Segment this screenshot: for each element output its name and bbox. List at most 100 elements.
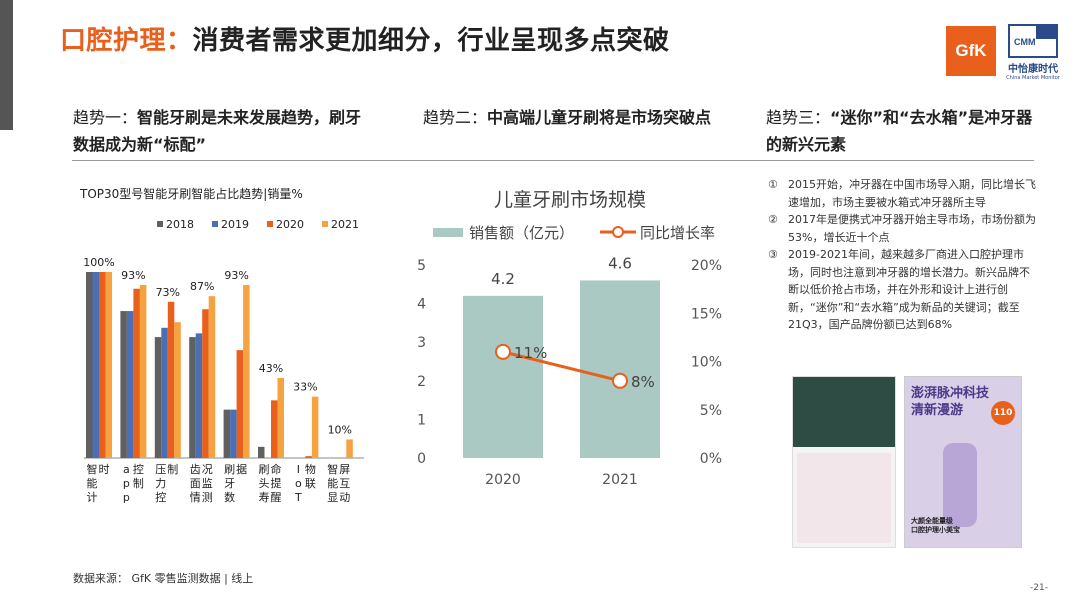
page-title-highlight: 口腔护理： bbox=[60, 26, 193, 56]
chart1-bar bbox=[230, 409, 237, 458]
chart1-category-label: 智能计时 bbox=[87, 462, 110, 504]
chart1-bar bbox=[277, 378, 284, 458]
trend-three: 趋势三：“迷你”和“去水箱”是冲牙器的新兴元素 bbox=[766, 104, 1046, 158]
ad-badge: 110 bbox=[991, 401, 1015, 425]
product-images: 澎湃脉冲科技 清新漫游 110 大颜全能量级 口腔护理小美宝 bbox=[792, 376, 1022, 548]
chart1-bar bbox=[243, 285, 250, 458]
chart1-bar bbox=[92, 272, 99, 458]
cmm-logo-cn: 中怡康时代 bbox=[1008, 64, 1058, 75]
chart1-bar bbox=[120, 311, 127, 458]
chart1-data-label: 93% bbox=[121, 269, 145, 282]
note-number: ③ bbox=[768, 248, 778, 261]
chart2-title: 儿童牙刷市场规模 bbox=[493, 189, 646, 211]
left-accent-bar bbox=[0, 0, 13, 130]
ad-headline-line1: 澎湃脉冲科技 bbox=[911, 386, 990, 401]
chart2-right-tick: 10% bbox=[691, 355, 722, 371]
chart1-bar bbox=[305, 456, 312, 458]
chart2-growth-line bbox=[502, 350, 621, 383]
legend-label: 2021 bbox=[331, 218, 359, 231]
chart2-category-label: 2021 bbox=[602, 472, 638, 488]
chart1-data-label: 43% bbox=[259, 362, 283, 375]
ad-footer-line1: 大颜全能量级 bbox=[911, 517, 953, 525]
note-item: ② 2017年是便携式冲牙器开始主导市场，市场份额为53%，增长近十个点 bbox=[768, 211, 1038, 246]
chart1-bar bbox=[195, 333, 203, 458]
data-source: 数据来源： GfK 零售监测数据 | 线上 bbox=[73, 572, 254, 585]
note-number: ① bbox=[768, 178, 778, 191]
ad-footer: 大颜全能量级 口腔护理小美宝 bbox=[911, 517, 960, 535]
chart2-left-tick: 5 bbox=[417, 258, 426, 274]
chart1-bar bbox=[189, 337, 196, 458]
chart2-line-point bbox=[612, 372, 628, 389]
legend-swatch bbox=[267, 221, 273, 227]
page-title: 口腔护理：消费者需求更加细分，行业呈现多点突破 bbox=[60, 20, 670, 57]
ad-headline-line2: 清新漫游 bbox=[911, 403, 964, 418]
chart1-category-label: 智能显屏互动 bbox=[327, 462, 350, 504]
ad-device bbox=[943, 443, 977, 527]
chart1-data-label: 10% bbox=[328, 423, 352, 436]
chart1-category-label: 刷头寿命提醒 bbox=[259, 462, 282, 504]
trend-two-text: 中高端儿童牙刷将是市场突破点 bbox=[487, 108, 712, 127]
chart2-right-tick: 20% bbox=[691, 258, 722, 274]
chart1-bar bbox=[161, 327, 168, 458]
chart2-line-point bbox=[495, 343, 511, 360]
note-item: ③ 2019-2021年间，越来越多厂商进入口腔护理市场，同时也注意到冲牙器的增长… bbox=[768, 246, 1038, 334]
chart2-left-tick: 3 bbox=[417, 335, 426, 351]
chart1-bar bbox=[202, 309, 209, 458]
chart1-bar bbox=[271, 400, 278, 458]
chart2-bar bbox=[463, 295, 543, 458]
legend-label: 同比增长率 bbox=[640, 224, 715, 242]
chart2-right-tick: 5% bbox=[700, 403, 722, 419]
trend-three-prefix: 趋势三： bbox=[766, 108, 831, 127]
legend-swatch bbox=[322, 221, 328, 227]
chart1-data-label: 93% bbox=[224, 269, 248, 282]
chart1-bar bbox=[208, 296, 216, 458]
chart1-bar bbox=[236, 350, 244, 458]
note-number: ② bbox=[768, 213, 778, 226]
legend-swatch bbox=[212, 221, 218, 227]
chart1-bar bbox=[154, 337, 162, 458]
legend-label: 销售额（亿元） bbox=[469, 224, 574, 242]
trend-two-prefix: 趋势二： bbox=[423, 108, 488, 127]
chart2-bar-label: 4.6 bbox=[608, 254, 632, 272]
chart1-bar bbox=[133, 288, 140, 458]
cmm-logo-text: CMM bbox=[1014, 37, 1036, 47]
chart2-left-tick: 0 bbox=[417, 451, 426, 467]
trend-one-prefix: 趋势一： bbox=[73, 108, 138, 127]
note-text: 2015开始，冲牙器在中国市场导入期，同比增长飞速增加，市场主要被水箱式冲牙器所… bbox=[788, 178, 1036, 209]
irrigator-notes: ① 2015开始，冲牙器在中国市场导入期，同比增长飞速增加，市场主要被水箱式冲牙器… bbox=[768, 176, 1038, 334]
gfk-logo: GfK bbox=[946, 26, 996, 76]
legend-label: 2020 bbox=[276, 218, 304, 231]
legend-marker bbox=[612, 226, 624, 238]
photo-hand-device bbox=[793, 377, 895, 447]
chart1-bar bbox=[167, 301, 175, 458]
note-text: 2019-2021年间，越来越多厂商进入口腔护理市场，同时也注意到冲牙器的增长潜… bbox=[788, 248, 1030, 331]
chart1-bar bbox=[174, 322, 181, 458]
chart1-data-label: 33% bbox=[293, 381, 317, 394]
trend-one: 趋势一：智能牙刷是未来发展趋势，刷牙数据成为新“标配” bbox=[73, 104, 373, 158]
chart1-data-label: 73% bbox=[156, 286, 180, 299]
chart2-category-label: 2020 bbox=[485, 472, 521, 488]
photo-pink-device bbox=[797, 453, 891, 543]
chart2-left-tick: 2 bbox=[417, 374, 426, 390]
chart1-title: TOP30型号智能牙刷智能占比趋势|销量% bbox=[80, 187, 303, 201]
trend-two: 趋势二：中高端儿童牙刷将是市场突破点 bbox=[423, 104, 733, 131]
legend-swatch bbox=[157, 221, 163, 227]
note-text: 2017年是便携式冲牙器开始主导市场，市场份额为53%，增长近十个点 bbox=[788, 213, 1036, 244]
chart1-bar bbox=[86, 272, 93, 458]
legend-swatch bbox=[433, 228, 463, 237]
chart2-right-tick: 15% bbox=[691, 306, 722, 322]
chart2-bar bbox=[580, 280, 660, 458]
chart1-category-label: a p p控制 bbox=[123, 462, 144, 504]
chart1-category-label: 刷牙数据 bbox=[224, 462, 247, 504]
chart1-data-label: 100% bbox=[83, 256, 114, 269]
chart1-bar bbox=[126, 311, 134, 458]
chart1-bar bbox=[223, 409, 231, 458]
chart2-line-label: 8% bbox=[631, 373, 655, 391]
chart2-line-label: 11% bbox=[514, 344, 547, 362]
cmm-logo-en: China Market Monitor bbox=[1006, 75, 1060, 81]
ad-footer-line2: 口腔护理小美宝 bbox=[911, 526, 960, 534]
product-photo-ad: 澎湃脉冲科技 清新漫游 110 大颜全能量级 口腔护理小美宝 bbox=[904, 376, 1022, 548]
note-item: ① 2015开始，冲牙器在中国市场导入期，同比增长飞速增加，市场主要被水箱式冲牙器… bbox=[768, 176, 1038, 211]
